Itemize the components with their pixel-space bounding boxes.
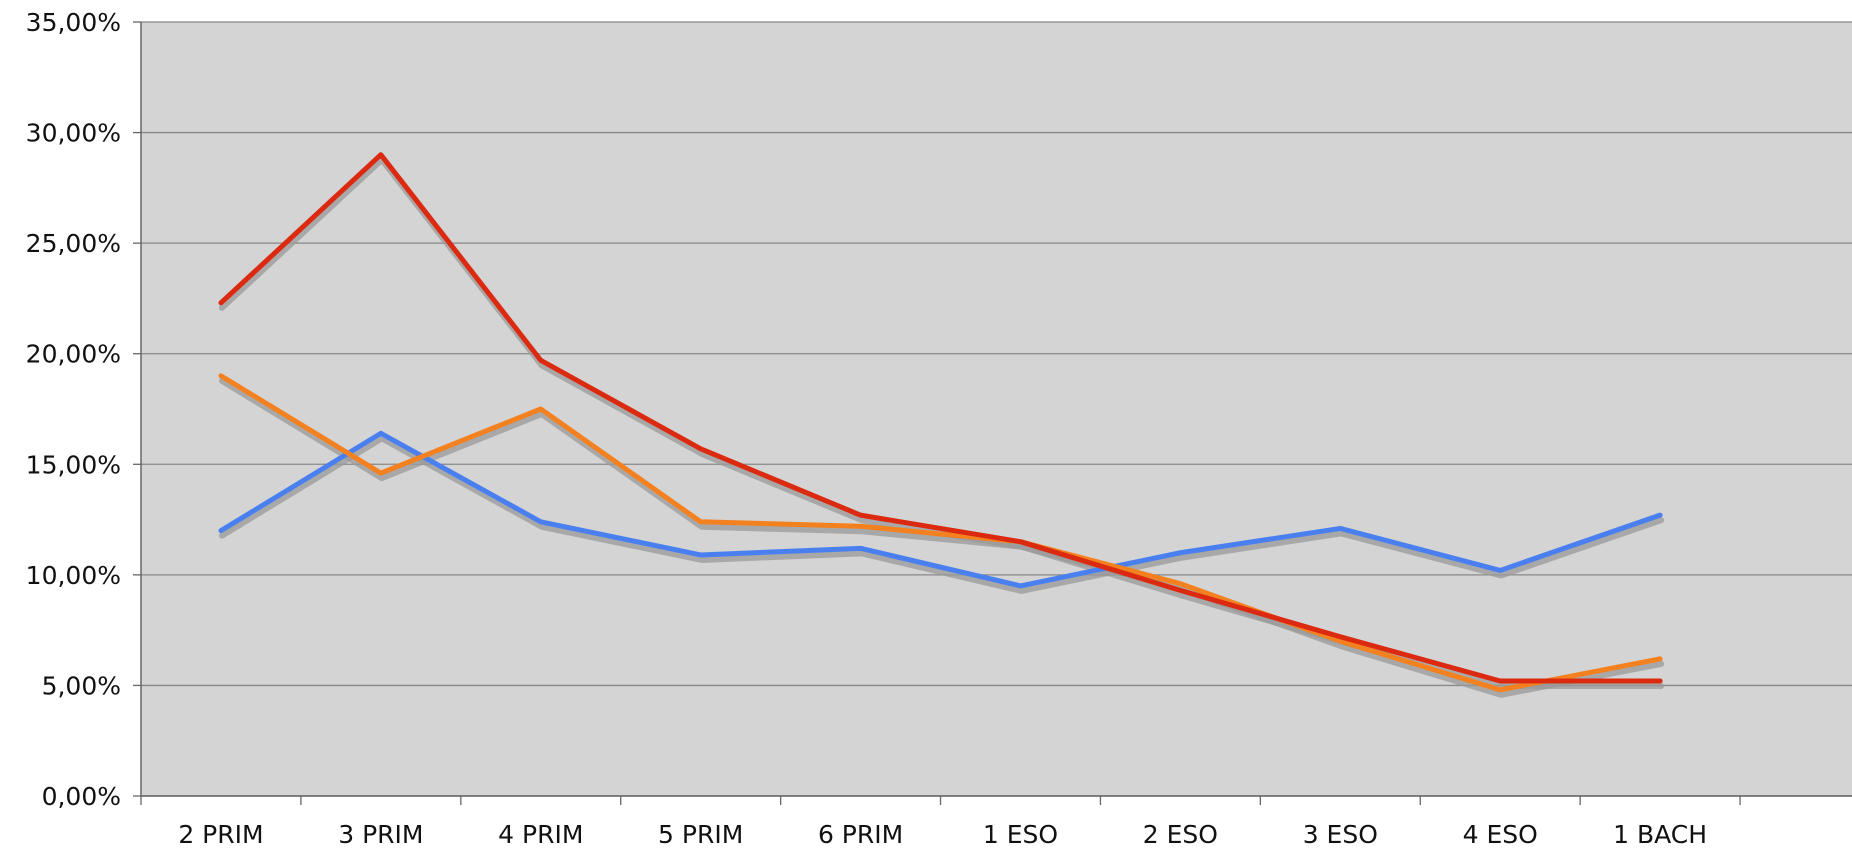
series-layer	[218, 152, 1665, 698]
data-point	[699, 520, 703, 524]
y-tick-label: 10,00%	[26, 561, 121, 590]
data-point	[1178, 582, 1182, 586]
y-tick-label: 15,00%	[26, 450, 121, 479]
x-tick-label: 3 ESO	[1303, 820, 1378, 849]
data-point	[1658, 513, 1662, 517]
data-point	[859, 546, 863, 550]
data-point	[859, 513, 863, 517]
y-tick-label: 30,00%	[26, 119, 121, 148]
x-tick-label: 6 PRIM	[818, 820, 903, 849]
x-tick-label: 4 ESO	[1463, 820, 1538, 849]
data-point	[1338, 526, 1342, 530]
series-line-3	[218, 152, 1663, 684]
data-point	[699, 447, 703, 451]
data-point	[539, 407, 543, 411]
data-point	[539, 358, 543, 362]
data-point	[1658, 679, 1662, 683]
series-shadow-1	[218, 435, 1665, 594]
data-point	[219, 301, 223, 305]
data-point	[1018, 540, 1022, 544]
y-tick-label: 20,00%	[26, 340, 121, 369]
data-point	[379, 431, 383, 435]
series-line-1	[218, 430, 1663, 589]
series-shadow-2	[218, 377, 1665, 698]
x-tick-label: 5 PRIM	[658, 820, 743, 849]
data-point	[1498, 568, 1502, 572]
data-point	[379, 471, 383, 475]
series-line-2	[218, 373, 1663, 693]
data-point	[1338, 639, 1342, 643]
data-point	[379, 153, 383, 157]
data-point	[539, 520, 543, 524]
x-axis: 2 PRIM 3 PRIM 4 PRIM 5 PRIM 6 PRIM 1 ESO 2 ESO…	[140, 795, 1852, 849]
x-tick-label: 1 ESO	[983, 820, 1058, 849]
data-point	[1018, 584, 1022, 588]
data-point	[1178, 551, 1182, 555]
data-point	[1498, 688, 1502, 692]
x-tick-label: 2 ESO	[1143, 820, 1218, 849]
x-tick-label: 4 PRIM	[498, 820, 583, 849]
y-tick-label: 25,00%	[26, 229, 121, 258]
plot-area	[141, 22, 1852, 796]
x-tick-label: 1 BACH	[1613, 820, 1707, 849]
data-point	[859, 524, 863, 528]
y-tick-label: 35,00%	[26, 8, 121, 37]
data-point	[1338, 635, 1342, 639]
y-tick-label: 0,00%	[42, 782, 121, 811]
data-point	[1658, 657, 1662, 661]
data-point	[1178, 588, 1182, 592]
data-point	[1498, 679, 1502, 683]
data-point	[699, 553, 703, 557]
data-point	[219, 529, 223, 533]
x-tick-label: 3 PRIM	[338, 820, 423, 849]
y-tick-label: 5,00%	[42, 671, 121, 700]
data-point	[219, 374, 223, 378]
x-tick-label: 2 PRIM	[178, 820, 263, 849]
y-axis: 0,00% 5,00% 10,00% 15,00% 20,00% 25,00% 30,00%…	[26, 8, 142, 811]
